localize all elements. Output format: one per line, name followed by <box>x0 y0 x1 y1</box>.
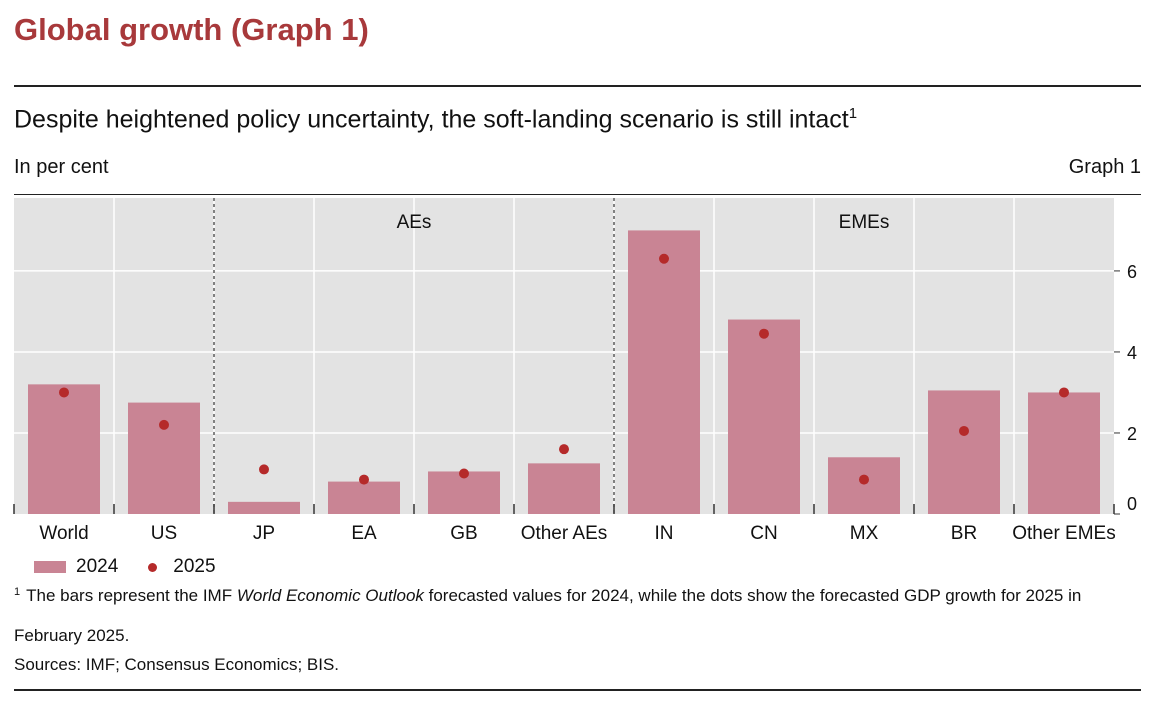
title-footnote-mark: 1 <box>848 105 858 122</box>
dot-7 <box>659 253 669 264</box>
bottom-divider <box>14 689 1141 691</box>
group-label-emes: EMEs <box>839 212 890 233</box>
dot-1 <box>59 387 69 398</box>
legend: 2024 2025 <box>34 556 246 578</box>
legend-label-2025: 2025 <box>173 556 216 577</box>
bar-1 <box>28 384 100 514</box>
bar-11 <box>1028 392 1100 514</box>
dot-10 <box>959 425 969 436</box>
top-divider <box>14 85 1141 87</box>
dot-5 <box>459 468 469 479</box>
legend-item-2025: 2025 <box>148 556 216 578</box>
chart-title: Despite heightened policy uncertainty, t… <box>14 105 857 134</box>
unit-label: In per cent <box>14 156 109 178</box>
y-label: 2 <box>1127 424 1137 444</box>
x-label-11: Other EMEs <box>1012 523 1115 544</box>
graph-number: Graph 1 <box>1068 156 1141 178</box>
bar-10 <box>928 390 1000 514</box>
x-tick-labels: World US JP EA GB Other AEs IN CN MX BR Other EMEs <box>39 523 1115 544</box>
x-label-5: GB <box>450 523 477 544</box>
bar-2 <box>128 402 200 514</box>
sources: Sources: IMF; Consensus Economics; BIS. <box>14 655 340 674</box>
footnote-text-before: The bars represent the IMF <box>26 586 237 605</box>
legend-item-2024: 2024 <box>34 556 118 578</box>
legend-dot-swatch <box>148 562 158 572</box>
bar-7 <box>628 230 700 514</box>
x-label-1: World <box>39 523 88 544</box>
dots-2025 <box>59 253 1069 485</box>
bar-8 <box>728 319 800 514</box>
x-label-4: EA <box>351 523 377 544</box>
footnote-text-after: forecasted values for 2024, while the do… <box>14 586 1082 645</box>
x-label-9: MX <box>850 523 879 544</box>
x-label-10: BR <box>951 523 977 544</box>
y-axis-labels: 0 2 4 6 <box>1114 262 1137 515</box>
x-label-3: JP <box>253 523 275 544</box>
page-title: Global growth (Graph 1) <box>14 12 369 47</box>
bar-5 <box>428 471 500 514</box>
bar-3 <box>228 501 300 514</box>
x-ticks <box>13 504 1115 514</box>
footnote-mark: 1 <box>14 586 21 598</box>
y-label: 4 <box>1127 343 1137 363</box>
x-label-6: Other AEs <box>521 523 608 544</box>
footnote: 1 The bars represent the IMF World Econom… <box>14 576 1144 656</box>
bar-6 <box>528 463 600 514</box>
chart-title-text: Despite heightened policy uncertainty, t… <box>14 105 849 134</box>
group-label-aes: AEs <box>397 212 432 233</box>
x-label-8: CN <box>750 523 777 544</box>
dot-11 <box>1059 387 1069 398</box>
group-labels: AEs EMEs <box>397 212 890 233</box>
dot-4 <box>359 474 369 485</box>
y-label: 0 <box>1127 494 1137 514</box>
bar-4 <box>328 481 400 514</box>
legend-label-2024: 2024 <box>76 556 119 577</box>
dot-6 <box>559 444 569 455</box>
footnote-text-italic: World Economic Outlook <box>236 586 424 605</box>
dot-3 <box>259 464 269 475</box>
x-label-2: US <box>151 523 177 544</box>
x-label-7: IN <box>655 523 674 544</box>
group-separators <box>213 198 615 514</box>
bars-2024 <box>28 230 1100 514</box>
legend-bar-swatch <box>34 561 66 573</box>
dot-2 <box>159 419 169 430</box>
dot-8 <box>759 328 769 339</box>
bar-9 <box>828 457 900 514</box>
dot-9 <box>859 474 869 485</box>
chart-top-divider <box>14 194 1141 195</box>
y-label: 6 <box>1127 262 1137 282</box>
